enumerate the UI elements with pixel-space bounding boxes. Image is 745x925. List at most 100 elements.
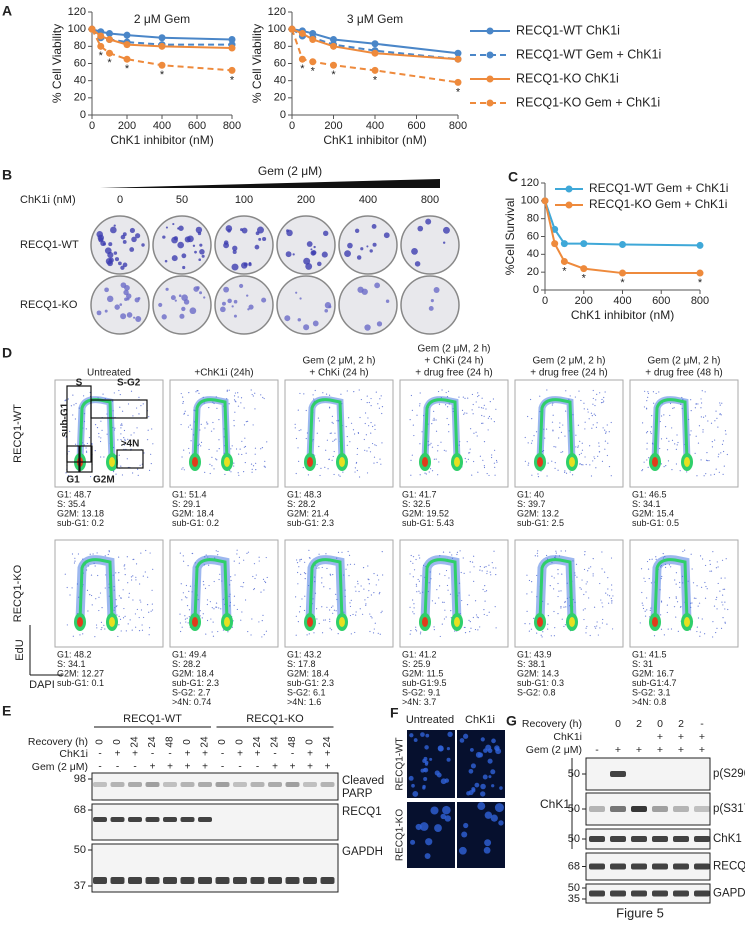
nucleus <box>459 738 465 743</box>
flow-dot <box>608 595 611 597</box>
flow-dot <box>118 571 120 574</box>
flow-dot <box>591 415 593 417</box>
flow-dot <box>308 557 311 559</box>
flow-dot <box>675 597 677 599</box>
flow-dot <box>233 595 236 597</box>
flow-dot <box>250 389 252 391</box>
flow-dot <box>65 472 67 474</box>
flow-dot <box>303 572 306 574</box>
flow-dot <box>72 394 74 396</box>
flow-dot <box>295 634 297 636</box>
colony <box>376 321 383 327</box>
colony <box>257 226 264 234</box>
flow-dot <box>122 589 124 591</box>
flow-dot <box>725 558 727 560</box>
flow-dot <box>345 426 347 428</box>
flow-dot <box>675 448 677 450</box>
flow-dot <box>644 390 646 392</box>
flow-dot <box>596 393 598 395</box>
flow-dot <box>120 439 122 441</box>
colony <box>233 299 238 304</box>
legend-label: RECQ1-KO Gem + ChK1i <box>589 197 727 211</box>
flow-dot <box>250 634 252 636</box>
flow-stat: G1: 48.2 <box>57 649 92 659</box>
flow-dot <box>595 426 598 428</box>
colony <box>233 314 237 318</box>
flow-dot <box>477 392 479 394</box>
flow-dot <box>607 594 609 596</box>
flow-dot <box>242 582 245 584</box>
flow-dot <box>530 442 533 444</box>
blot-name: Cleaved <box>342 775 384 787</box>
data-point <box>454 78 462 86</box>
e-lane-label: 0 <box>217 739 228 745</box>
data-point <box>454 55 462 63</box>
flow-dot <box>139 464 141 466</box>
band <box>610 863 626 870</box>
flow-dot <box>594 414 597 416</box>
flow-dot <box>148 469 151 471</box>
nucleus <box>494 803 504 813</box>
flow-dot <box>668 597 671 599</box>
flow-dot <box>706 588 708 590</box>
flow-dot <box>350 633 352 635</box>
flow-dot <box>209 463 211 465</box>
flow-dot <box>266 576 268 579</box>
flow-dot <box>191 428 193 430</box>
flow-dot <box>151 589 153 591</box>
flow-dot <box>610 557 613 559</box>
flow-dot <box>593 456 595 458</box>
flow-dot <box>151 428 153 430</box>
e-lane-label: + <box>307 749 313 760</box>
flow-dot <box>646 408 648 410</box>
flow-dot <box>185 621 187 623</box>
flow-dot <box>557 569 559 571</box>
band <box>128 877 142 884</box>
nucleus <box>474 782 480 788</box>
flow-dot <box>353 433 356 435</box>
flow-dot <box>563 606 565 608</box>
e-lane-label: + <box>255 749 261 760</box>
flow-dot <box>592 424 594 426</box>
flow-dot <box>473 566 475 568</box>
flow-dot <box>378 407 380 409</box>
colony <box>171 255 178 262</box>
flow-dot <box>599 392 601 394</box>
flow-dot <box>252 424 254 426</box>
flow-dot <box>694 407 696 409</box>
flow-stat: G1: 41.5 <box>632 649 667 659</box>
colony <box>174 299 177 302</box>
panel-label: F <box>390 705 399 721</box>
flow-dot <box>185 584 188 587</box>
flow-stat: S-G2: 0.8 <box>517 687 556 697</box>
flow-dot <box>316 432 318 434</box>
mw-label: 50 <box>568 803 580 815</box>
flow-dot <box>370 615 372 618</box>
flow-dot <box>466 441 468 443</box>
cluster-core <box>569 617 575 627</box>
flow-dot <box>449 551 451 553</box>
band <box>631 806 647 812</box>
flow-dot <box>258 560 260 562</box>
flow-dot <box>329 574 332 576</box>
s-phase-core <box>423 558 459 621</box>
flow-dot <box>303 393 305 395</box>
colony <box>201 254 205 258</box>
flow-dot <box>483 613 485 616</box>
e-lane-label: + <box>202 749 208 760</box>
flow-dot <box>330 606 333 608</box>
nucleus <box>491 738 496 744</box>
flow-dot <box>369 451 372 453</box>
band <box>652 890 668 897</box>
colony <box>372 242 377 247</box>
flow-dot <box>584 428 586 430</box>
flow-dot <box>564 550 567 552</box>
flow-dot <box>592 460 594 462</box>
flow-dot <box>436 589 438 591</box>
flow-dot <box>216 606 218 608</box>
s-phase-core <box>78 558 114 621</box>
flow-dot <box>702 431 704 433</box>
flow-dot <box>364 449 366 451</box>
flow-dot <box>215 458 217 460</box>
colony <box>247 308 250 311</box>
